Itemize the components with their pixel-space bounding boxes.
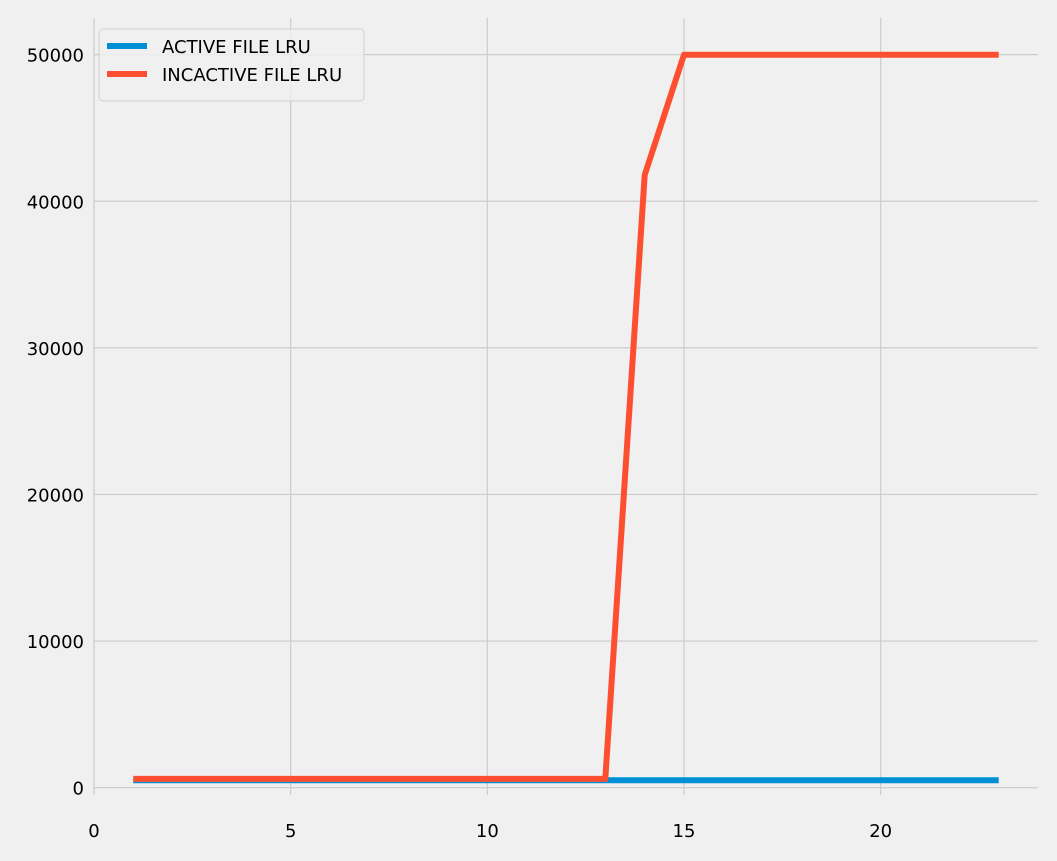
x-tick-label: 0	[88, 821, 99, 842]
x-tick-label: 10	[476, 821, 499, 842]
y-tick-label: 10000	[27, 632, 84, 653]
grid	[93, 18, 1038, 795]
tick-labels: 0 5 10 15 20 0 10000 20000 30000 40000 50000	[27, 46, 892, 842]
legend: ACTIVE FILE LRU INCACTIVE FILE LRU	[98, 28, 365, 102]
y-tick-label: 30000	[27, 339, 84, 360]
x-tick-label: 20	[869, 821, 892, 842]
series-line-2	[133, 51, 999, 782]
y-tick-label: 0	[73, 779, 84, 800]
y-tick-label: 20000	[27, 485, 84, 506]
legend-label: INCACTIVE FILE LRU	[162, 65, 342, 86]
x-tick-label: 15	[673, 821, 696, 842]
series-lines	[133, 51, 999, 784]
legend-box	[98, 28, 365, 102]
y-tick-label: 40000	[27, 192, 84, 213]
y-tick-label: 50000	[27, 46, 84, 67]
x-tick-label: 5	[285, 821, 296, 842]
legend-label: ACTIVE FILE LRU	[162, 37, 311, 58]
